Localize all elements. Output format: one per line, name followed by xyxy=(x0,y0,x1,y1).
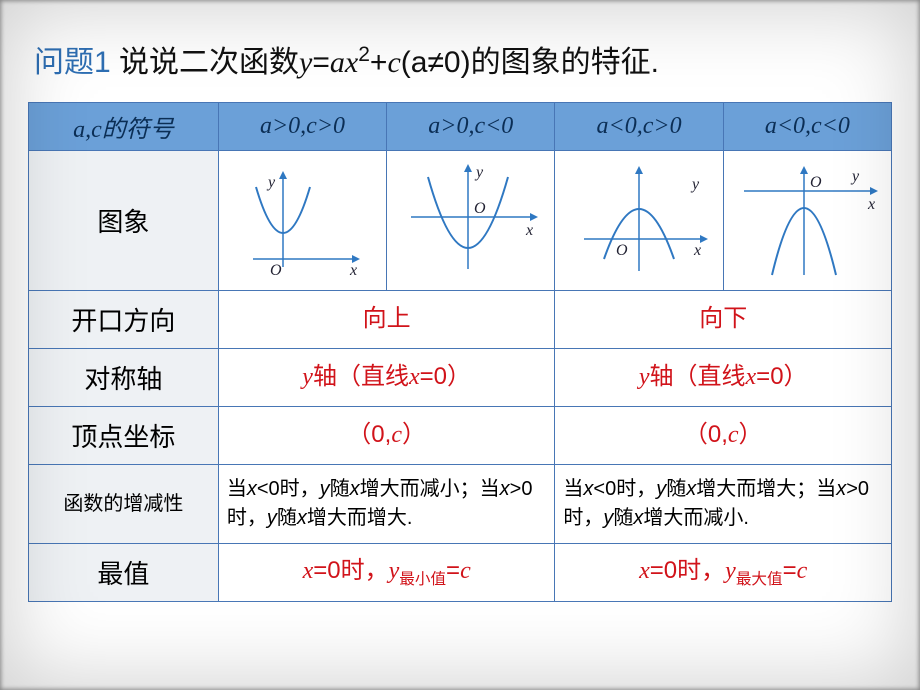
svg-text:x: x xyxy=(693,242,701,259)
opening-up: 向上 xyxy=(218,291,555,349)
row-graph: 图象 y O x xyxy=(29,151,892,291)
row-opening: 开口方向 向上 向下 xyxy=(29,291,892,349)
opening-down: 向下 xyxy=(555,291,892,349)
svg-text:O: O xyxy=(270,262,282,279)
title-body: 说说二次函数y=ax2+c(a≠0)的图象的特征. xyxy=(119,46,659,79)
svg-text:x: x xyxy=(525,222,533,239)
row-vertex: 顶点坐标 （0,c） （0,c） xyxy=(29,407,892,465)
properties-table: a,c的符号 a>0,c>0 a>0,c<0 a<0,c>0 a<0,c<0 图… xyxy=(28,102,892,602)
title-prefix: 问题1 xyxy=(34,46,111,79)
graph-1: y O x xyxy=(218,151,386,291)
row-axis: 对称轴 y轴（直线x=0） y轴（直线x=0） xyxy=(29,349,892,407)
graph-4: y O x xyxy=(723,151,891,291)
rowhead-extreme: 最值 xyxy=(29,544,219,602)
extreme-min: x=0时，y最小值=c xyxy=(218,544,555,602)
mono-down: 当x<0时，y随x增大而增大；当x>0时，y随x增大而减小. xyxy=(555,465,892,544)
rowhead-opening: 开口方向 xyxy=(29,291,219,349)
svg-text:y: y xyxy=(690,176,700,193)
vertex-left: （0,c） xyxy=(218,407,555,465)
graph-3: y O x xyxy=(555,151,723,291)
svg-text:y: y xyxy=(850,168,860,185)
svg-text:y: y xyxy=(474,164,484,181)
rowhead-monotonicity: 函数的增减性 xyxy=(29,465,219,544)
rowhead-graph: 图象 xyxy=(29,151,219,291)
graph-2: y O x xyxy=(387,151,555,291)
svg-text:x: x xyxy=(349,262,357,279)
vertex-right: （0,c） xyxy=(555,407,892,465)
svg-text:O: O xyxy=(616,242,628,259)
hdr-a-pos-c-neg: a>0,c<0 xyxy=(387,103,555,151)
svg-text:O: O xyxy=(810,174,822,191)
hdr-a-pos-c-pos: a>0,c>0 xyxy=(218,103,386,151)
svg-text:y: y xyxy=(266,174,276,191)
svg-text:O: O xyxy=(474,200,486,217)
mono-up: 当x<0时，y随x增大而减小；当x>0时，y随x增大而增大. xyxy=(218,465,555,544)
hdr-a-neg-c-pos: a<0,c>0 xyxy=(555,103,723,151)
title: 问题1 说说二次函数y=ax2+c(a≠0)的图象的特征. xyxy=(34,40,892,84)
row-extreme: 最值 x=0时，y最小值=c x=0时，y最大值=c xyxy=(29,544,892,602)
axis-left: y轴（直线x=0） xyxy=(218,349,555,407)
rowhead-axis: 对称轴 xyxy=(29,349,219,407)
extreme-max: x=0时，y最大值=c xyxy=(555,544,892,602)
axis-right: y轴（直线x=0） xyxy=(555,349,892,407)
rowhead-vertex: 顶点坐标 xyxy=(29,407,219,465)
hdr-sign: a,c的符号 xyxy=(29,103,219,151)
hdr-a-neg-c-neg: a<0,c<0 xyxy=(723,103,891,151)
row-monotonicity: 函数的增减性 当x<0时，y随x增大而减小；当x>0时，y随x增大而增大. 当x… xyxy=(29,465,892,544)
svg-text:x: x xyxy=(867,196,875,213)
header-row: a,c的符号 a>0,c>0 a>0,c<0 a<0,c>0 a<0,c<0 xyxy=(29,103,892,151)
slide: 问题1 说说二次函数y=ax2+c(a≠0)的图象的特征. a,c的符号 a>0… xyxy=(0,0,920,690)
